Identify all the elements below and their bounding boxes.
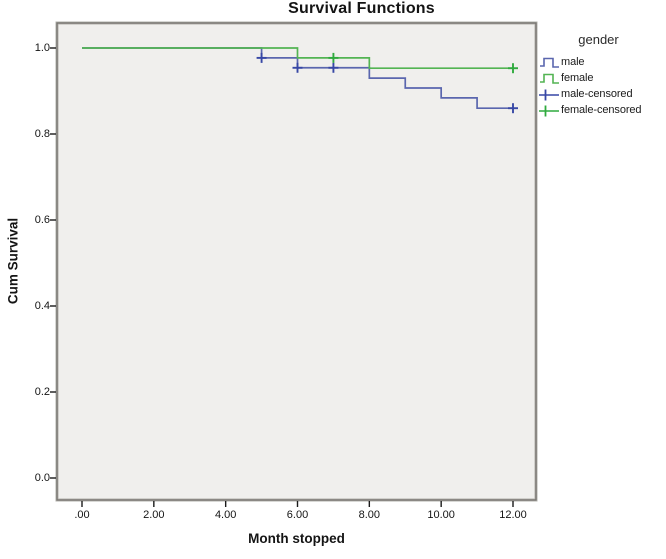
female-censored-marker [508, 63, 518, 74]
plot-frame [56, 22, 537, 501]
male-censored-marker [508, 103, 518, 114]
x-tick-label: 6.00 [286, 509, 309, 521]
y-tick-label: 0.4 [34, 300, 50, 312]
x-axis-label: Month stopped [248, 531, 345, 546]
y-tick-label: 0.6 [34, 214, 50, 226]
legend-item-label: female-censored [561, 104, 642, 116]
y-axis-label: Cum Survival [5, 217, 21, 305]
legend-item-label: male [561, 56, 585, 68]
y-tick-label: 0.2 [34, 386, 50, 398]
female-step-icon [540, 73, 559, 84]
y-tick-label: 0.8 [34, 128, 50, 140]
male-censored-marker [292, 62, 303, 73]
legend-item-label: female [561, 72, 594, 84]
legend-items: male female male-censored female-censored [539, 54, 666, 118]
legend-item-male-censored: male-censored [539, 86, 666, 102]
legend-item-female-censored: female-censored [539, 102, 666, 118]
female-censored-plus-icon [539, 105, 559, 117]
legend-item-female: female [539, 70, 666, 86]
plot-background [55, 21, 538, 502]
x-tick-label: .00 [74, 509, 90, 521]
y-tick-label: 1.0 [34, 42, 50, 54]
x-tick-label: 10.00 [427, 509, 455, 521]
x-tick-label: 2.00 [143, 509, 165, 521]
male-censored-marker [256, 52, 267, 63]
male-censored-plus-icon [539, 89, 559, 101]
male-censored-marker [328, 62, 339, 73]
chart-title: Survival Functions [288, 0, 435, 17]
legend-item-male: male [539, 54, 666, 70]
legend-title: gender [578, 32, 619, 47]
y-tick-label: 0.0 [34, 472, 50, 484]
legend: gender male female male-censored female-cen… [539, 32, 666, 118]
female-censored-marker [328, 52, 339, 63]
x-tick-label: 12.00 [499, 509, 527, 521]
male-survival-curve [82, 47, 513, 110]
x-tick-label: 4.00 [214, 509, 237, 521]
legend-item-label: male-censored [561, 88, 633, 100]
male-step-icon [540, 57, 559, 68]
x-tick-label: 8.00 [358, 509, 381, 521]
